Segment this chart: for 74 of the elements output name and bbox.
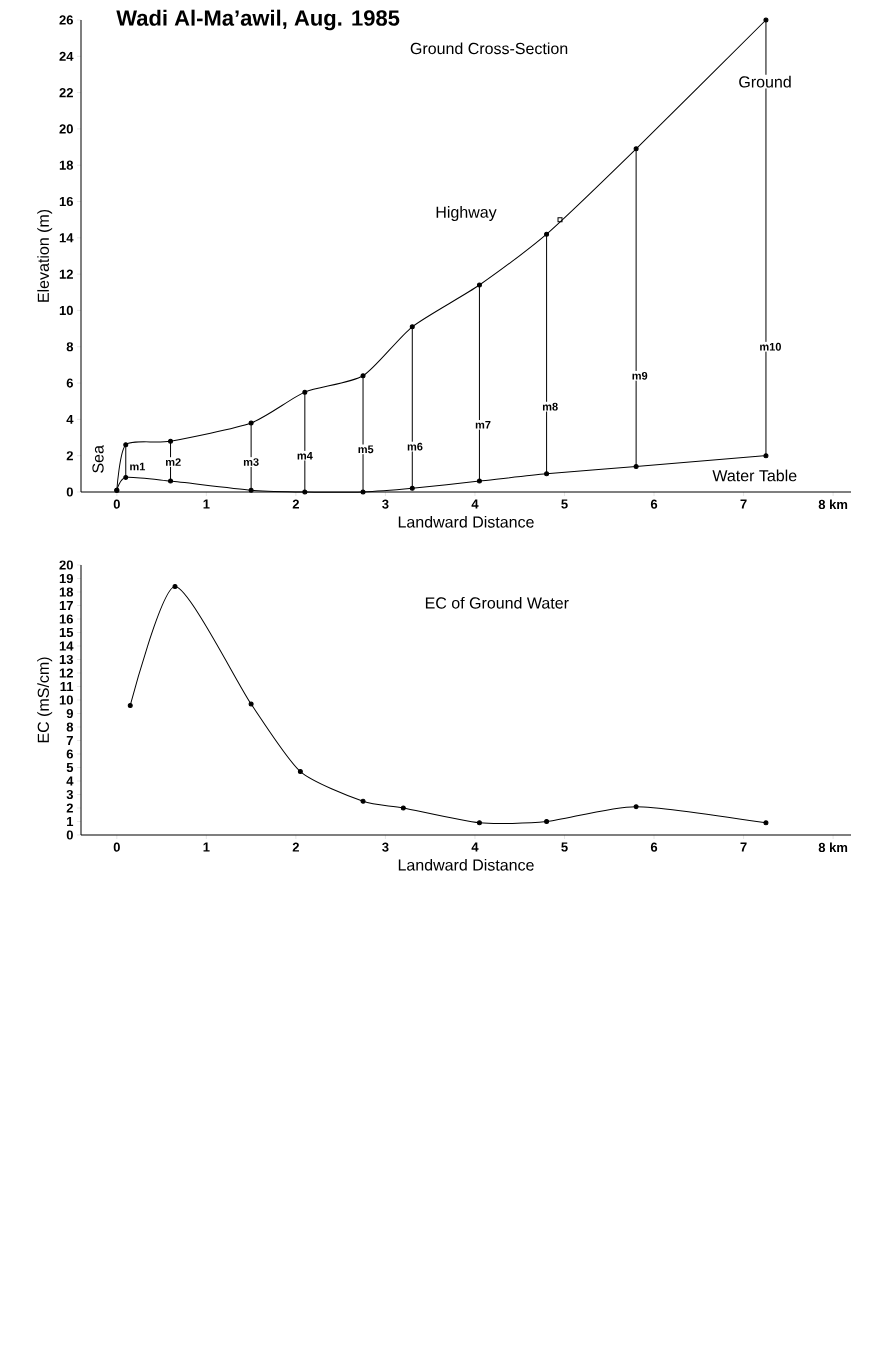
y-tick-label: 20 [59, 124, 73, 134]
x-tick-label: 7 [740, 842, 747, 852]
y-tick-label: 5 [66, 762, 74, 773]
x-tick-label: 2 [292, 499, 299, 509]
annotation: m10 [760, 342, 781, 351]
x-tick-label: 0 [113, 842, 120, 852]
y-tick-label: 20 [59, 560, 73, 570]
y-tick-label: 2 [66, 451, 73, 461]
annotation: Sea [92, 445, 104, 473]
y-tick-label: 12 [59, 668, 73, 678]
text: EC of Ground Water [425, 596, 569, 609]
text: Ground Cross-Section [410, 42, 568, 55]
annotation: m5 [358, 445, 374, 454]
annotation: m3 [243, 458, 259, 466]
x-tick-label: 8 km [818, 499, 848, 510]
y-tick-label: 3 [66, 789, 73, 800]
y-tick-label: 10 [59, 305, 73, 316]
annotation: Ground [739, 75, 791, 88]
x-tick-label: 3 [382, 499, 389, 509]
x-tick-label: 7 [740, 499, 747, 509]
y-tick-label: 4 [66, 414, 74, 424]
annotation: m9 [632, 371, 648, 380]
x-tick-label: 1 [203, 842, 210, 852]
annotation: m8 [542, 402, 558, 411]
y-tick-label: 14 [59, 641, 74, 651]
y-tick-label: 2 [66, 803, 73, 813]
x-tick-label: 3 [382, 842, 389, 852]
y-tick-label: 8 [66, 342, 74, 352]
y-tick-label: 4 [66, 776, 74, 786]
x-tick-label: 6 [650, 842, 658, 852]
y-tick-label: 0 [66, 487, 73, 497]
y-tick-label: 24 [59, 51, 74, 61]
annotation: Water Table [712, 469, 797, 482]
x-axis-title: Landward Distance [398, 515, 534, 528]
x-tick-label: 4 [471, 842, 479, 852]
x-tick-label: 1 [203, 499, 210, 509]
annotation: m6 [407, 442, 423, 451]
y-tick-label: 11 [60, 682, 74, 691]
chart-title: Wadi Al-Ma’awil, Aug. 1985 [116, 9, 400, 31]
y-tick-label: 12 [59, 269, 73, 279]
y-tick-label: 17 [59, 601, 73, 610]
y-axis-title: Elevation (m) [37, 209, 53, 302]
y-tick-label: 14 [59, 233, 74, 243]
x-tick-label: 4 [471, 499, 479, 509]
x-tick-label: 2 [292, 842, 299, 852]
x-tick-label: 5 [561, 499, 568, 509]
annotation: m7 [475, 421, 491, 429]
y-tick-label: 18 [59, 160, 74, 170]
y-tick-label: 16 [59, 614, 73, 624]
y-tick-label: 10 [59, 695, 73, 705]
y-tick-label: 8 [66, 722, 74, 732]
y-axis-title: EC (mS/cm) [37, 657, 53, 743]
x-tick-label: 5 [561, 842, 568, 852]
x-tick-label: 0 [113, 499, 120, 509]
annotation: m4 [297, 451, 313, 460]
annotation: Highway [436, 206, 497, 221]
annotation: m1 [130, 462, 146, 471]
y-tick-label: 1 [67, 817, 74, 826]
y-tick-label: 15 [59, 627, 74, 638]
x-axis-title: Landward Distance [398, 858, 534, 871]
y-tick-label: 9 [66, 708, 73, 719]
y-tick-label: 13 [59, 654, 73, 665]
y-tick-label: 7 [66, 736, 73, 745]
y-tick-label: 0 [66, 830, 73, 840]
y-tick-label: 19 [59, 573, 73, 584]
x-tick-label: 6 [650, 499, 658, 509]
y-tick-label: 22 [59, 88, 73, 98]
y-tick-label: 6 [66, 749, 73, 759]
annotation: m2 [165, 458, 181, 466]
y-tick-label: 26 [59, 15, 73, 25]
y-tick-label: 18 [59, 587, 74, 597]
y-tick-label: 16 [59, 196, 73, 207]
x-tick-label: 8 km [818, 842, 848, 853]
y-tick-label: 6 [66, 378, 73, 388]
